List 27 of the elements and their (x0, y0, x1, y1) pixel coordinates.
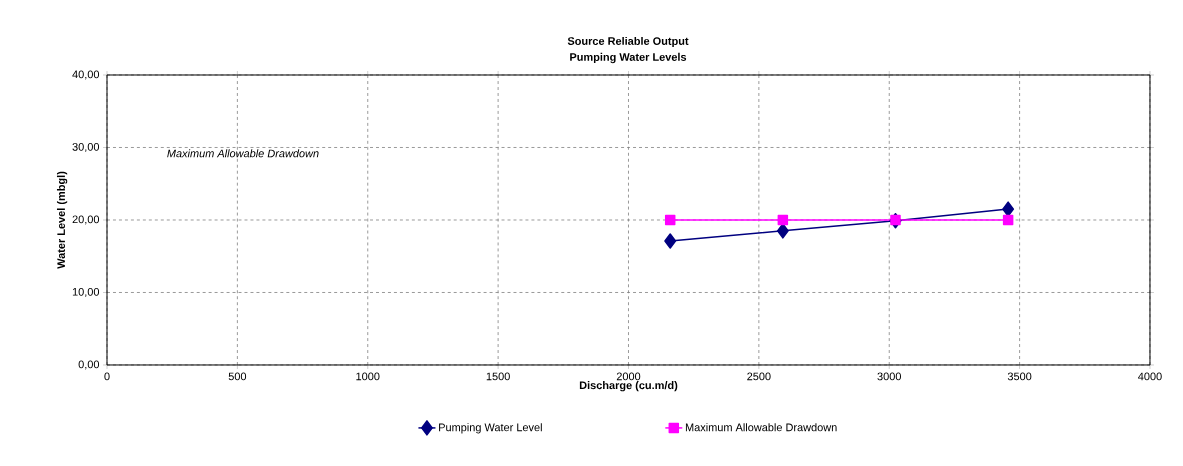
chart-subtitle: Pumping Water Levels (570, 52, 687, 64)
legend-label: Pumping Water Level (439, 423, 542, 434)
y-tick-label: 20,00 (72, 215, 100, 225)
x-tick-label: 4000 (1138, 372, 1162, 381)
x-tick-label: 0 (104, 372, 110, 381)
x-tick-label: 500 (228, 372, 247, 381)
x-tick-label: 2000 (616, 372, 641, 381)
y-tick-label: 10,00 (72, 287, 100, 298)
x-tick-label: 1500 (486, 372, 510, 381)
legend-label: Maximum Allowable Drawdown (685, 423, 837, 432)
y-tick-label: 40,00 (72, 70, 100, 80)
chart-title: Source Reliable Output (567, 36, 689, 48)
x-tick-label: 2500 (747, 372, 771, 381)
x-tick-label: 3500 (1007, 372, 1032, 381)
x-tick-label: 3000 (877, 372, 901, 381)
annotation: Maximum Allowable Drawdown (167, 149, 319, 158)
y-axis-title: Water Level (mbgl) (56, 171, 68, 269)
point (777, 214, 789, 226)
x-axis-title: Discharge (cu.m/d) (579, 381, 678, 392)
x-tick-label: 1000 (356, 372, 380, 381)
point (1002, 214, 1014, 226)
y-tick-label: 30,00 (72, 142, 100, 153)
point (1002, 201, 1015, 217)
y-tick-label: 0,00 (78, 360, 100, 370)
point (664, 214, 676, 226)
point (664, 233, 677, 249)
point (776, 223, 789, 239)
